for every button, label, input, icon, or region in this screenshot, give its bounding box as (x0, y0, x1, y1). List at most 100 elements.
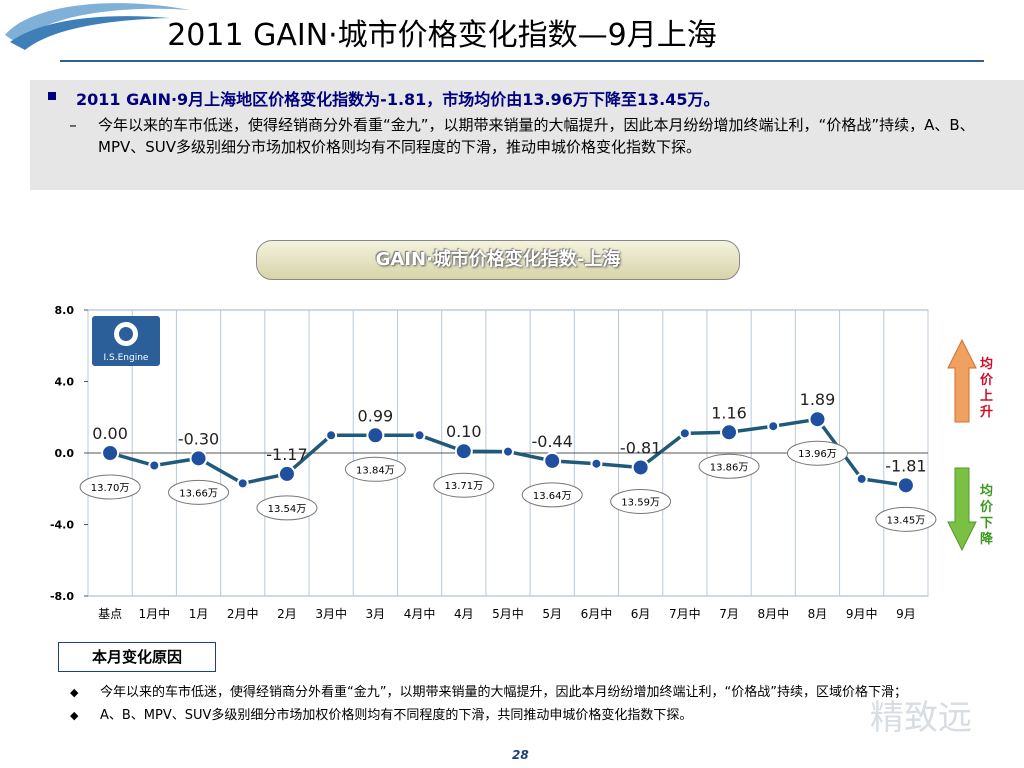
data-point (590, 457, 603, 470)
data-label: -0.81 (620, 438, 661, 457)
diamond-bullet-icon: ◆ (70, 709, 79, 722)
x-tick-label: 7月中 (669, 606, 701, 621)
price-label: 13.66万 (179, 488, 218, 499)
data-point (720, 423, 739, 442)
data-point (767, 420, 780, 433)
price-label: 13.86万 (710, 462, 749, 473)
price-label: 13.96万 (798, 449, 837, 460)
up-arrow-label: 升 (980, 404, 993, 420)
reason-text: 今年以来的车市低迷，使得经销商分外看重“金九”，以期带来销量的大幅提升，因此本月… (100, 685, 907, 700)
data-point (236, 477, 249, 490)
price-bubble (433, 472, 495, 498)
reason-title: 本月变化原因 (58, 642, 216, 672)
data-label: 1.89 (800, 390, 836, 409)
dash-bullet-icon: – (69, 116, 77, 134)
data-point (189, 449, 208, 468)
x-tick-label: 4月 (454, 607, 474, 621)
engine-logo-icon-inner (119, 327, 133, 341)
data-point (855, 472, 868, 485)
up-arrow-label: 价 (980, 373, 994, 388)
data-label: -0.44 (532, 432, 573, 451)
price-label: 13.59万 (621, 497, 660, 508)
reason-item: ◆ 今年以来的车市低迷，使得经销商分外看重“金九”，以期带来销量的大幅提升，因此… (70, 684, 970, 701)
x-tick-label: 2月 (277, 607, 297, 621)
x-tick-label: 1月 (189, 607, 209, 621)
down-arrow-icon (947, 467, 977, 552)
x-tick-label: 5月中 (492, 606, 524, 621)
x-tick-label: 5月 (542, 607, 562, 621)
x-tick-label: 6月中 (581, 606, 613, 621)
watermark-text: 精致远 (870, 698, 972, 738)
x-tick-label: 9月 (896, 607, 916, 621)
summary-headline: 2011 GAIN·9月上海地区价格变化指数为-1.81，市场均价由13.96万… (76, 90, 720, 109)
x-tick-label: 8月 (808, 607, 828, 621)
x-tick-label: 3月 (366, 607, 386, 621)
price-bubble (256, 495, 318, 521)
data-point (543, 451, 562, 470)
price-bubble (79, 474, 141, 500)
data-point (502, 445, 514, 458)
price-label: 13.84万 (356, 465, 395, 476)
y-tick-label: -4.0 (50, 519, 74, 532)
data-label: 0.99 (358, 406, 394, 425)
price-bubble (521, 482, 583, 508)
x-tick-label: 8月中 (757, 606, 789, 621)
price-label: 13.64万 (533, 491, 572, 502)
data-label: -1.17 (266, 445, 307, 464)
data-label: 1.16 (711, 403, 747, 422)
title-divider (60, 60, 984, 62)
reason-notes: ◆ 今年以来的车市低迷，使得经销商分外看重“金九”，以期带来销量的大幅提升，因此… (70, 684, 970, 730)
summary-panel: 2011 GAIN·9月上海地区价格变化指数为-1.81，市场均价由13.96万… (30, 80, 1024, 190)
reason-text: A、B、MPV、SUV多级别细分市场加权价格则均有不同程度的下滑，共同推动申城价… (100, 708, 693, 723)
data-point (148, 459, 161, 472)
page-number: 28 (512, 748, 529, 762)
x-tick-label: 3月中 (315, 606, 347, 621)
price-bubble (698, 453, 760, 479)
data-point (325, 429, 338, 442)
price-bubble (610, 488, 672, 514)
x-tick-label: 4月中 (404, 606, 436, 621)
y-tick-label: 4.0 (55, 376, 75, 389)
data-point (101, 444, 120, 462)
data-point (366, 426, 385, 445)
down-arrow-label: 降 (980, 531, 994, 547)
down-arrow-label: 价 (980, 500, 994, 515)
data-point (277, 464, 296, 483)
chart-title: GAIN·城市价格变化指数-上海 (256, 240, 740, 280)
summary-detail-row: – 今年以来的车市低迷，使得经销商分外看重“金九”，以期带来销量的大幅提升，因此… (40, 114, 1014, 158)
price-bubble (344, 456, 406, 482)
y-tick-label: 8.0 (55, 304, 75, 317)
price-index-chart: 8.0 4.0 0.0 -4.0 -8.0 基点 1月中 1月 2月中 2月 3月中 3月 4月中 4月 5… (50, 304, 994, 621)
page-title: 2011 GAIN·城市价格变化指数—9月上海 (167, 18, 717, 53)
data-point (896, 476, 915, 495)
up-arrow-label: 均 (980, 356, 993, 372)
y-tick-label: 0.0 (55, 447, 75, 460)
data-label: -0.30 (178, 429, 219, 448)
x-tick-label: 9月中 (846, 606, 878, 621)
square-bullet-icon (48, 92, 56, 100)
y-tick-label: -8.0 (50, 590, 74, 603)
price-bubble (168, 479, 230, 505)
data-point (631, 458, 650, 477)
diamond-bullet-icon: ◆ (70, 686, 79, 699)
price-label: 13.54万 (268, 504, 307, 515)
data-point (413, 429, 426, 442)
price-bubble (786, 440, 848, 466)
data-label: -1.81 (885, 456, 926, 475)
reason-item: ◆ A、B、MPV、SUV多级别细分市场加权价格则均有不同程度的下滑，共同推动申… (70, 707, 970, 724)
price-label: 13.71万 (444, 481, 483, 492)
price-label: 13.70万 (91, 483, 130, 494)
data-point (454, 442, 473, 461)
down-arrow-label: 均 (980, 483, 993, 499)
data-label: 0.10 (446, 422, 482, 441)
summary-headline-row: 2011 GAIN·9月上海地区价格变化指数为-1.81，市场均价由13.96万… (40, 86, 1014, 110)
up-arrow-icon (947, 338, 977, 423)
x-tick-label: 基点 (98, 607, 122, 621)
engine-logo-text: I.S.Engine (104, 353, 149, 363)
down-arrow-label: 下 (980, 516, 993, 531)
up-arrow-label: 上 (980, 389, 993, 404)
x-tick-label: 7月 (719, 607, 739, 621)
corner-logo-swoosh (5, 3, 190, 51)
summary-detail: 今年以来的车市低迷，使得经销商分外看重“金九”，以期带来销量的大幅提升，因此本月… (98, 116, 975, 156)
data-point (808, 410, 827, 429)
